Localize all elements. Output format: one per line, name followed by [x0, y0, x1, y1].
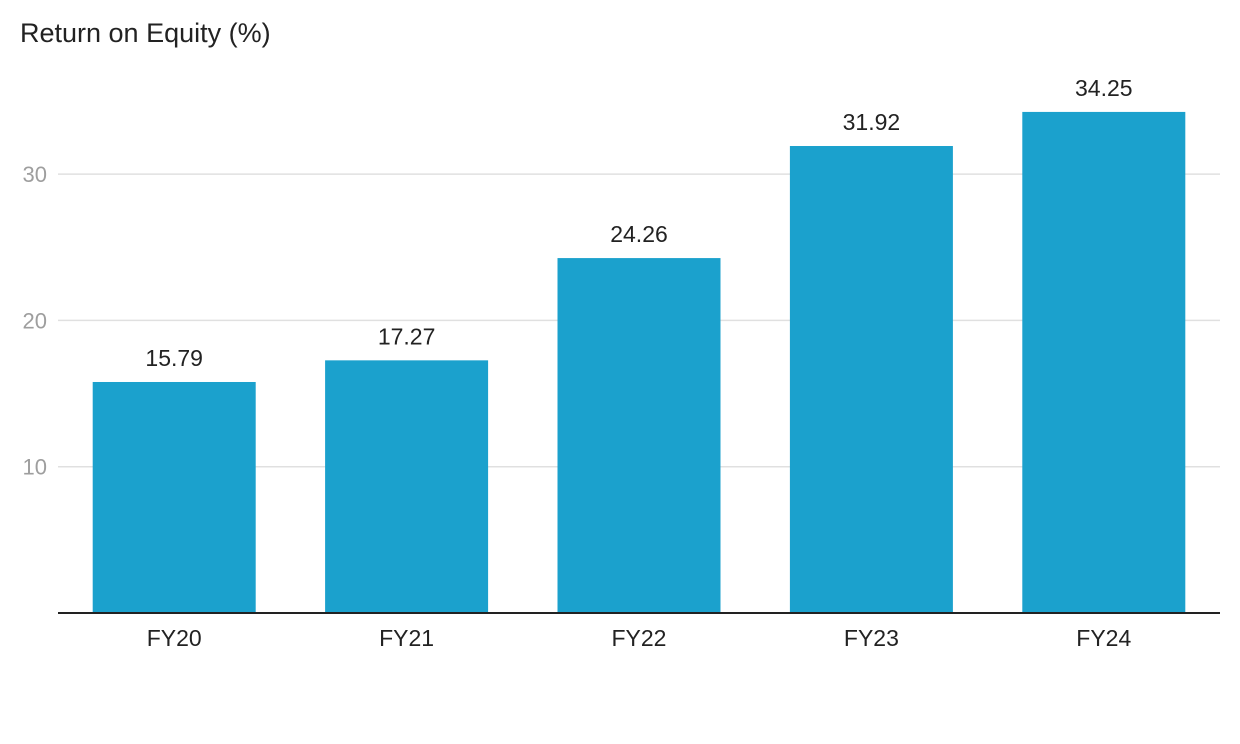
x-tick-label-fy24: FY24	[1076, 625, 1131, 651]
bar-fy24	[1022, 111, 1186, 614]
data-label-fy21: 17.27	[378, 323, 436, 349]
data-label-fy24: 34.25	[1075, 75, 1133, 101]
x-tick-label-fy20: FY20	[147, 625, 202, 651]
x-tick-label-fy21: FY21	[379, 625, 434, 651]
data-label-fy22: 24.26	[610, 221, 668, 247]
y-tick-label-10: 10	[23, 455, 47, 480]
x-tick-label-fy23: FY23	[844, 625, 899, 651]
bar-fy23	[789, 146, 953, 613]
data-label-fy23: 31.92	[843, 109, 901, 135]
data-label-fy20: 15.79	[145, 345, 203, 371]
y-tick-label-30: 30	[23, 162, 47, 187]
labels: 10 20 30 15.79 FY20 17.27 FY21 24.26 FY22 31.92 FY…	[23, 75, 1133, 651]
chart-title: Return on Equity (%)	[20, 18, 271, 48]
bar-fy22	[557, 258, 721, 613]
x-tick-label-fy22: FY22	[612, 625, 667, 651]
y-tick-label-20: 20	[23, 308, 47, 333]
bar-fy20	[92, 381, 256, 613]
bars	[92, 111, 1186, 614]
bar-fy21	[325, 360, 489, 613]
